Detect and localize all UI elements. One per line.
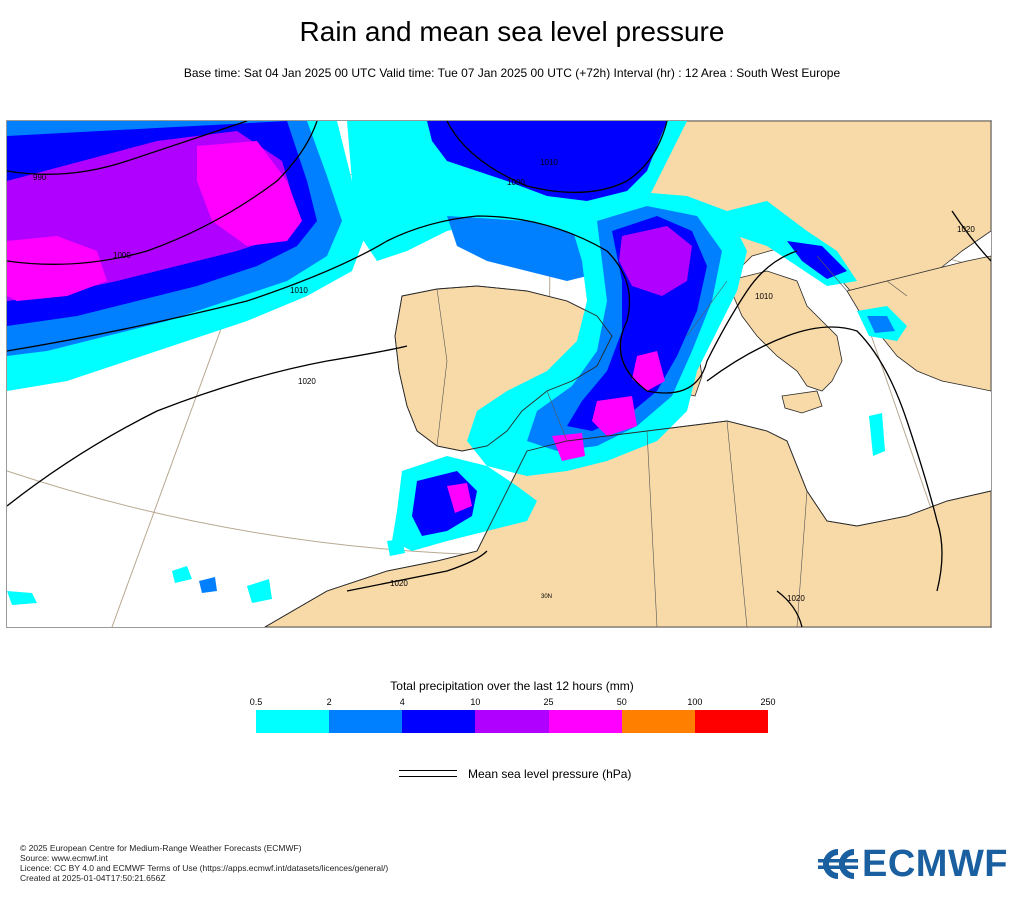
colorbar-segment-0: [256, 710, 330, 733]
isobar-1020-africa: [346, 550, 488, 592]
graticule-label-30n: 30N: [541, 594, 552, 600]
precip-adriatic-blue: [787, 241, 847, 279]
precip-med-magenta-2: [592, 396, 637, 436]
isobars: [7, 121, 991, 627]
precip-canary-2: [199, 577, 217, 593]
precip-atlantic-magenta: [197, 141, 302, 246]
precip-north-blue: [427, 121, 667, 201]
map-panel: 990 1000 1010 1020 1010 1000 1020 1010 1…: [6, 120, 992, 628]
isobar-1010-west: [7, 215, 798, 394]
footer-created: Created at 2025-01-04T17:50:21.656Z: [20, 873, 166, 883]
colorbar-segment-6: [694, 710, 768, 733]
colorbar-tick-label: 2: [326, 697, 332, 707]
isobar-label-1010-north: 1010: [540, 158, 558, 167]
isobar-1020-libya: [776, 590, 803, 627]
precip-med-magenta: [632, 351, 665, 391]
map-svg: 990 1000 1010 1020 1010 1000 1020 1010 1…: [7, 121, 991, 627]
colorbar: [256, 710, 768, 733]
page-title: Rain and mean sea level pressure: [299, 16, 725, 47]
precip-canary-3: [247, 579, 272, 603]
isobar-label-1000: 1000: [113, 251, 131, 260]
coastlines: [264, 255, 991, 627]
isobar-label-1020-libya: 1020: [787, 594, 805, 603]
isobar-labels: 990 1000 1010 1020 1010 1000 1020 1010 1…: [33, 158, 975, 603]
isobar-label-1010: 1010: [290, 286, 308, 295]
precip-atlantic-small: [387, 539, 405, 556]
isobar-1020-east: [951, 210, 991, 262]
isobar-1000-north: [446, 121, 668, 194]
precip-med-purple: [619, 226, 692, 296]
footer-source: Source: www.ecmwf.int: [20, 853, 108, 863]
colorbar-title: Total precipitation over the last 12 hou…: [390, 679, 634, 693]
colorbar-tick-label: 50: [616, 697, 627, 707]
precip-canary-1: [172, 566, 192, 583]
coast-africa-outline: [264, 420, 991, 627]
precip-morocco-magenta: [447, 483, 472, 513]
precip-atlantic-magenta-2: [7, 236, 107, 301]
colorbar-segment-1: [329, 710, 403, 733]
footer: © 2025 European Centre for Medium-Range …: [20, 843, 388, 883]
isobar-1000-west: [7, 121, 318, 265]
colorbar-segment-2: [402, 710, 476, 733]
colorbar-tick-label: 100: [687, 697, 703, 707]
colorbar-tick-label: 10: [470, 697, 481, 707]
isobar-label-1020-africa: 1020: [390, 579, 408, 588]
land-italy: [726, 270, 843, 392]
coast-iberia-outline: [394, 285, 613, 452]
colorbar-tick-label: 0.5: [249, 697, 263, 707]
country-borders: [436, 255, 908, 627]
colorbar-tick-label: 25: [543, 697, 554, 707]
colorbar-segment-3: [475, 710, 549, 733]
footer-copyright: © 2025 European Centre for Medium-Range …: [20, 843, 302, 853]
isobar-label-1020-east: 1020: [957, 225, 975, 234]
precip-libya-1: [869, 413, 885, 456]
precipitation-fields: [7, 121, 907, 605]
isobar-legend-label: Mean sea level pressure (hPa): [468, 767, 632, 781]
precip-greece-blue: [867, 316, 895, 333]
precip-canary-4: [7, 591, 37, 605]
isobar-label-990: 990: [33, 173, 47, 182]
ecmwf-logo-icon: [818, 849, 858, 879]
isobar-legend-swatch: [399, 768, 457, 780]
colorbar-tick-label: 250: [760, 697, 776, 707]
isobar-label-1020: 1020: [298, 377, 316, 386]
isobar-label-1010-east: 1010: [755, 292, 773, 301]
isobar-1010-east: [706, 326, 943, 592]
land-sicily: [781, 390, 823, 414]
page-subtitle: Base time: Sat 04 Jan 2025 00 UTC Valid …: [183, 66, 841, 80]
isobar-990: [7, 121, 248, 175]
colorbar-segment-4: [548, 710, 622, 733]
isobar-1020-south: [7, 345, 408, 507]
footer-licence: Licence: CC BY 4.0 and ECMWF Terms of Us…: [20, 863, 389, 873]
colorbar-ticks: 0.5 2 4 10 25 50 100 250: [0, 697, 1024, 709]
colorbar-segment-5: [621, 710, 695, 733]
isobar-label-1000-north: 1000: [507, 178, 525, 187]
ecmwf-logo-text: ECMWF: [862, 843, 1009, 885]
colorbar-tick-label: 4: [399, 697, 405, 707]
